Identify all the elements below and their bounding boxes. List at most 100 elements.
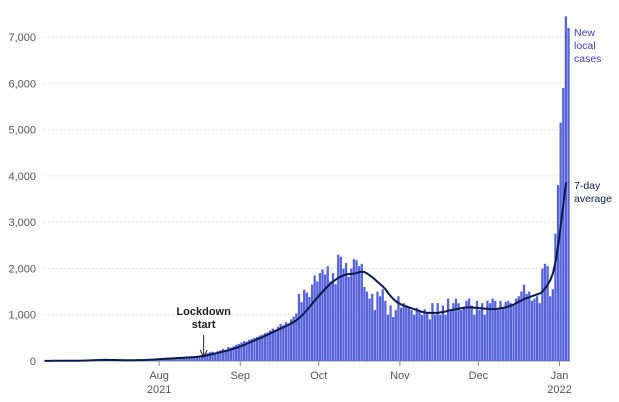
bar [381, 289, 384, 361]
bar [462, 307, 465, 361]
bar [284, 322, 288, 361]
bar [253, 337, 256, 361]
bar [352, 259, 356, 361]
bar [305, 292, 308, 361]
x-tick-label: Jan [551, 370, 569, 382]
bar [261, 334, 264, 361]
bar [211, 351, 214, 361]
bar [433, 314, 437, 361]
bar [203, 354, 206, 361]
bar [316, 281, 319, 361]
y-tick-label: 6,000 [8, 78, 36, 90]
bar [478, 310, 481, 361]
bar [214, 353, 217, 361]
bar [169, 358, 172, 361]
bars-series-label: New local cases [574, 27, 601, 65]
bar [219, 350, 222, 361]
bar [452, 303, 455, 361]
bar [530, 300, 534, 361]
y-tick-label: 1,000 [8, 310, 36, 322]
bar [525, 293, 528, 361]
bar [439, 314, 442, 361]
bar [371, 293, 374, 361]
bar [206, 353, 209, 361]
bar [394, 310, 397, 361]
bar [447, 298, 450, 361]
bar [460, 310, 463, 361]
x-tick-label: Aug [149, 370, 169, 382]
bar [551, 289, 554, 361]
bar [426, 312, 429, 361]
bar [512, 305, 515, 361]
y-tick-label: 3,000 [8, 217, 36, 229]
bar [342, 268, 345, 361]
bar [389, 305, 392, 361]
y-tick-label: 2,000 [8, 263, 36, 275]
bar [483, 314, 486, 361]
bar [269, 330, 272, 361]
x-tick-label: Sep [230, 370, 250, 382]
bar [237, 343, 240, 361]
bar [556, 185, 560, 361]
bar [193, 356, 196, 361]
bar [292, 316, 295, 361]
bar [326, 266, 329, 361]
bar [504, 301, 507, 361]
bar [441, 305, 445, 361]
bar [339, 256, 342, 361]
series-labels: New local cases 7-day average [574, 27, 612, 205]
bar [329, 281, 332, 361]
bar [344, 262, 348, 361]
bar [216, 351, 219, 361]
bar [324, 274, 327, 361]
bar [402, 303, 405, 361]
bar [491, 298, 494, 361]
bar [567, 27, 570, 361]
bar [263, 333, 267, 361]
bar [198, 355, 201, 361]
bar [245, 341, 248, 361]
bar [224, 349, 227, 361]
bar [313, 275, 316, 361]
bar [229, 347, 233, 361]
bar [501, 307, 505, 361]
bar [289, 319, 293, 361]
bar-series [44, 16, 570, 362]
bar [182, 357, 185, 361]
bar [538, 303, 541, 361]
bar [297, 293, 301, 361]
bar [412, 314, 416, 361]
bar [541, 268, 544, 361]
bar [279, 323, 282, 361]
bar [373, 310, 376, 361]
bar [436, 303, 439, 361]
bar [376, 291, 379, 361]
bar [363, 286, 366, 361]
annotations: Lockdown start [176, 306, 231, 359]
bar [499, 300, 502, 361]
bar [195, 355, 199, 361]
bar [208, 352, 212, 361]
bar [227, 347, 230, 361]
bar [190, 356, 193, 361]
bar [549, 296, 552, 361]
bar [276, 326, 280, 361]
bar [300, 302, 303, 361]
bar [554, 233, 557, 361]
bar [449, 310, 452, 361]
bar [420, 314, 424, 361]
bar [559, 122, 562, 361]
bar [428, 319, 431, 361]
bar [418, 310, 421, 361]
bar [522, 284, 526, 361]
bar [310, 284, 314, 361]
bar [496, 310, 499, 361]
bar [509, 303, 513, 361]
bar [232, 346, 235, 361]
bar [358, 266, 361, 361]
bar [386, 314, 390, 361]
x-tick-year: 2022 [547, 384, 571, 396]
lockdown-annotation: Lockdown start [176, 306, 231, 331]
x-tick-label: Dec [469, 370, 489, 382]
bar [517, 296, 520, 361]
